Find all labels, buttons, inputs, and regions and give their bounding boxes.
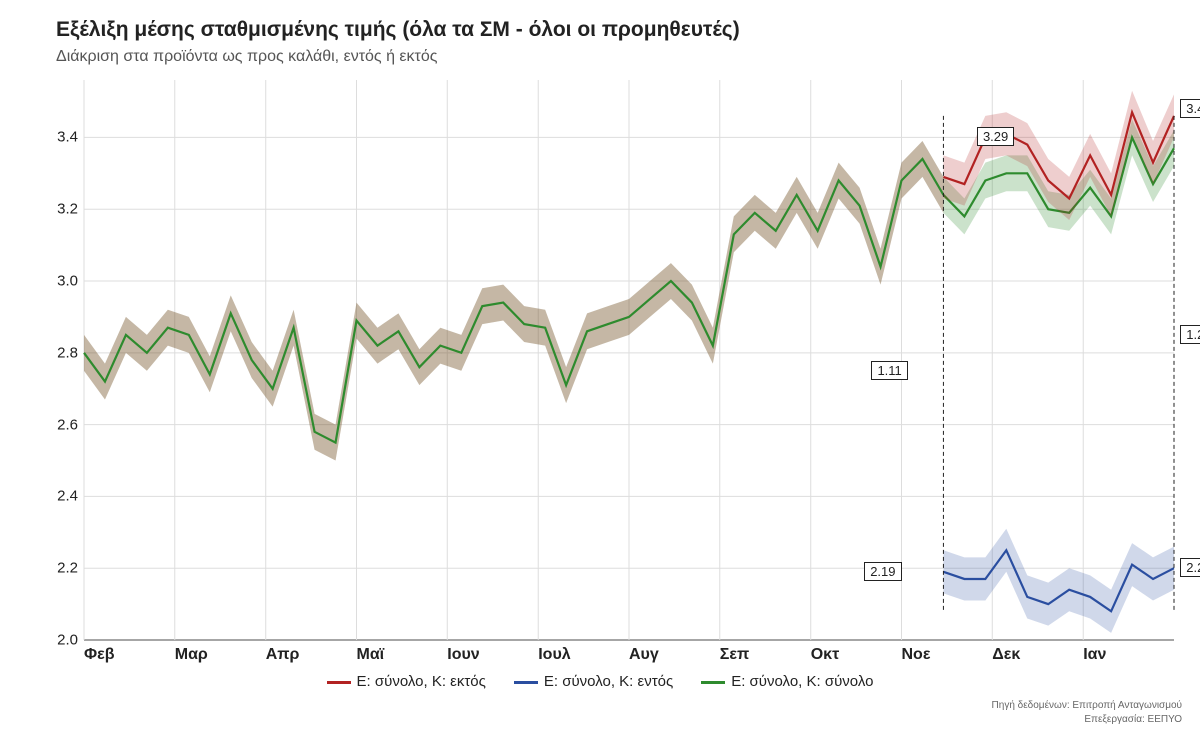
- x-axis-tick: Μαρ: [175, 640, 208, 664]
- x-axis-tick: Οκτ: [811, 640, 840, 664]
- legend-swatch: [701, 681, 725, 684]
- source-caption: Πηγή δεδομένων: Επιτροπή Ανταγωνισμού Επ…: [992, 699, 1182, 726]
- source-line-1: Πηγή δεδομένων: Επιτροπή Ανταγωνισμού: [992, 699, 1182, 713]
- chart-container: Εξέλιξη μέσης σταθμισμένης τιμής (όλα τα…: [0, 0, 1200, 732]
- y-axis-tick: 3.2: [57, 201, 84, 218]
- x-axis-tick: Μαϊ: [357, 640, 385, 664]
- y-axis-tick: 2.2: [57, 560, 84, 577]
- x-axis-tick: Σεπ: [720, 640, 749, 664]
- y-axis-tick: 2.8: [57, 344, 84, 361]
- x-axis-tick: Δεκ: [992, 640, 1020, 664]
- plot-area: 2.02.22.42.62.83.03.23.4ΦεβΜαρΑπρΜαϊΙουν…: [84, 80, 1174, 640]
- annotation-label: 2.19: [864, 562, 901, 581]
- legend: Ε: σύνολο, Κ: εκτός Ε: σύνολο, Κ: εντός Ε:…: [0, 673, 1200, 690]
- legend-label: Ε: σύνολο, Κ: εντός: [544, 673, 673, 690]
- legend-label: Ε: σύνολο, Κ: σύνολο: [731, 673, 873, 690]
- x-axis-tick: Φεβ: [84, 640, 115, 664]
- plot-svg: [84, 80, 1174, 640]
- x-axis-tick: Απρ: [266, 640, 300, 664]
- legend-label: Ε: σύνολο, Κ: εκτός: [357, 673, 486, 690]
- x-axis-tick: Ιουλ: [538, 640, 570, 664]
- y-axis-tick: 2.0: [57, 632, 84, 649]
- legend-item: Ε: σύνολο, Κ: εκτός: [327, 673, 486, 690]
- annotation-label: 2.20: [1180, 558, 1200, 577]
- y-axis-tick: 3.0: [57, 273, 84, 290]
- legend-item: Ε: σύνολο, Κ: εντός: [514, 673, 673, 690]
- legend-swatch: [514, 681, 538, 684]
- y-axis-tick: 2.4: [57, 488, 84, 505]
- annotation-label: 1.11: [871, 361, 907, 380]
- legend-swatch: [327, 681, 351, 684]
- annotation-label: 3.29: [977, 127, 1014, 146]
- annotation-label: 1.26: [1180, 325, 1200, 344]
- x-axis-tick: Αυγ: [629, 640, 659, 664]
- x-axis-tick: Νοε: [902, 640, 931, 664]
- annotation-label: 3.46: [1180, 99, 1200, 118]
- chart-title: Εξέλιξη μέσης σταθμισμένης τιμής (όλα τα…: [56, 18, 740, 42]
- x-axis-tick: Ιουν: [447, 640, 479, 664]
- legend-item: Ε: σύνολο, Κ: σύνολο: [701, 673, 873, 690]
- y-axis-tick: 2.6: [57, 416, 84, 433]
- y-axis-tick: 3.4: [57, 129, 84, 146]
- chart-subtitle: Διάκριση στα προϊόντα ως προς καλάθι, εν…: [56, 48, 437, 66]
- source-line-2: Επεξεργασία: ΕΕΠΥΟ: [992, 713, 1182, 727]
- x-axis-tick: Ιαν: [1083, 640, 1106, 664]
